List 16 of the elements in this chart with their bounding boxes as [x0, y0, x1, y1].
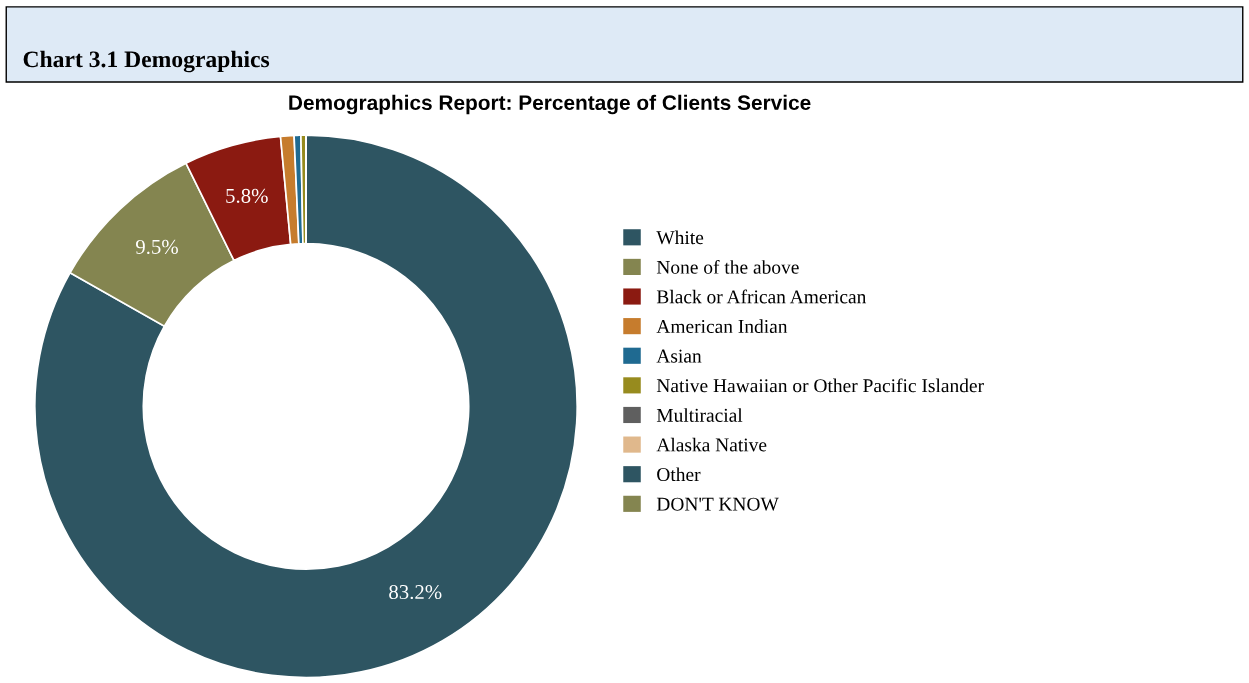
- legend-label: Asian: [656, 349, 702, 363]
- legend-label: Black or African American: [656, 289, 867, 304]
- data-label: 83.2%: [389, 584, 442, 600]
- data-label: 9.5%: [135, 239, 178, 255]
- legend-label: American Indian: [656, 319, 788, 334]
- donut-slice: [33, 134, 579, 679]
- legend-label: None of the above: [656, 259, 799, 274]
- legend-label: Native Hawaiian or Other Pacific Islander: [656, 378, 984, 393]
- data-label: 5.8%: [226, 188, 268, 203]
- legend-label: Alaska Native: [656, 437, 767, 452]
- chart-title: Chart 3.1 Demographics: [23, 50, 270, 73]
- legend-label: White: [656, 230, 704, 245]
- legend-label: DON'T KNOW: [656, 497, 779, 511]
- legend-label: Other: [657, 467, 701, 482]
- chart-subtitle: Demographics Report: Percentage of Clients Service: [289, 94, 811, 115]
- legend-label: Multiracial: [656, 408, 743, 422]
